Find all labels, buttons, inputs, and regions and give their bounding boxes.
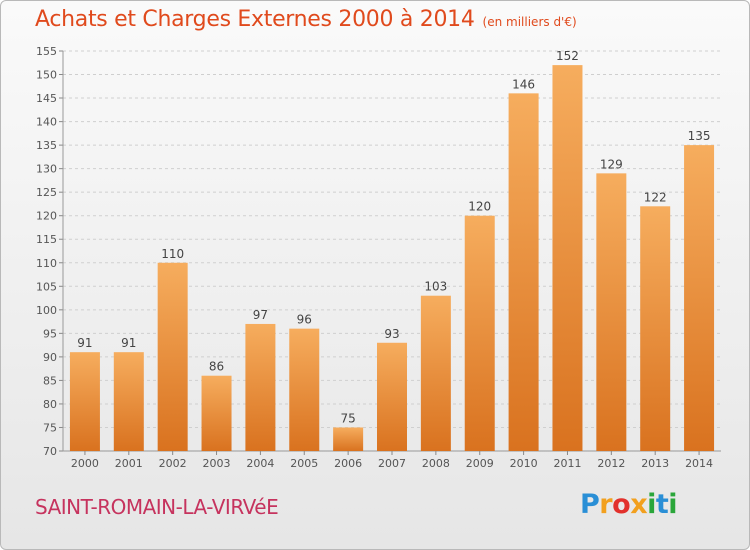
y-tick-label: 95 <box>43 327 57 340</box>
bar <box>69 352 100 451</box>
bar <box>640 206 671 451</box>
bar <box>377 342 407 451</box>
x-tick-label: 2000 <box>71 457 99 470</box>
bars <box>69 65 715 452</box>
bar <box>113 352 144 451</box>
data-label: 135 <box>688 129 711 143</box>
data-label: 91 <box>121 336 136 350</box>
y-tick-label: 155 <box>36 45 57 58</box>
x-tick-label: 2011 <box>553 457 581 470</box>
x-tick-label: 2010 <box>510 457 538 470</box>
y-tick-label: 105 <box>36 280 57 293</box>
x-tick-label: 2002 <box>159 457 187 470</box>
y-tick-label: 140 <box>36 116 57 129</box>
data-label: 152 <box>556 49 579 63</box>
x-tick-label: 2009 <box>466 457 494 470</box>
x-tick-label: 2013 <box>641 457 669 470</box>
bar <box>289 328 320 451</box>
x-tick-label: 2005 <box>290 457 318 470</box>
chart-unit: (en milliers d'€) <box>482 15 577 29</box>
bar <box>201 375 232 451</box>
data-label: 110 <box>161 247 184 261</box>
data-label: 146 <box>512 77 535 91</box>
y-tick-label: 75 <box>43 421 57 434</box>
x-tick-label: 2012 <box>597 457 625 470</box>
chart-title-text: Achats et Charges Externes 2000 à 2014 <box>35 7 475 32</box>
x-tick-label: 2003 <box>203 457 231 470</box>
y-tick-label: 125 <box>36 186 57 199</box>
y-tick-label: 150 <box>36 69 57 82</box>
y-tick-label: 70 <box>43 445 57 458</box>
y-tick-label: 115 <box>36 233 57 246</box>
tick-labels: 70 75 80 85 90 95 100 105 110 115 120 125 130 135 140 1… <box>36 45 713 470</box>
bar <box>420 295 451 451</box>
y-tick-label: 135 <box>36 139 57 152</box>
y-tick-label: 85 <box>43 374 57 387</box>
logo-letter: t <box>655 489 669 520</box>
y-tick-label: 130 <box>36 163 57 176</box>
chart-title: Achats et Charges Externes 2000 à 2014 (e… <box>35 7 577 32</box>
data-label: 75 <box>340 411 355 425</box>
data-label: 103 <box>424 280 447 294</box>
bar <box>596 173 627 451</box>
bar <box>333 427 364 451</box>
data-label: 91 <box>77 336 92 350</box>
x-tick-label: 2014 <box>685 457 713 470</box>
bar <box>157 262 188 451</box>
y-tick-label: 120 <box>36 210 57 223</box>
logo-letter: i <box>668 489 678 520</box>
x-tick-label: 2004 <box>246 457 274 470</box>
x-tick-label: 2006 <box>334 457 362 470</box>
bar <box>552 65 583 451</box>
logo-letter: r <box>599 489 613 520</box>
y-tick-label: 110 <box>36 257 57 270</box>
x-tick-label: 2001 <box>115 457 143 470</box>
bar <box>508 93 539 452</box>
data-label: 86 <box>209 360 224 374</box>
data-labels: 91 91 110 86 97 96 75 93 103 120 146 152 129 122 135 <box>77 49 710 425</box>
bar <box>684 145 715 451</box>
y-tick-label: 145 <box>36 92 57 105</box>
data-label: 129 <box>600 157 623 171</box>
logo-letter: i <box>647 489 656 520</box>
y-tick-label: 80 <box>43 398 57 411</box>
bar <box>245 323 276 451</box>
x-tick-label: 2008 <box>422 457 450 470</box>
logo-letter: o <box>612 489 631 520</box>
data-label: 120 <box>468 200 491 214</box>
logo-letter: x <box>630 489 648 520</box>
y-tick-label: 90 <box>43 351 57 364</box>
city-name: SAINT-ROMAIN-LA-VIRVéE <box>35 495 279 519</box>
data-label: 122 <box>644 190 667 204</box>
data-label: 96 <box>297 313 312 327</box>
data-label: 97 <box>253 308 268 322</box>
y-tick-label: 100 <box>36 304 57 317</box>
bar <box>464 215 495 451</box>
x-tick-label: 2007 <box>378 457 406 470</box>
logo-letter: P <box>580 489 600 520</box>
proxiti-logo[interactable]: Proxiti <box>580 489 678 520</box>
data-label: 93 <box>384 327 399 341</box>
